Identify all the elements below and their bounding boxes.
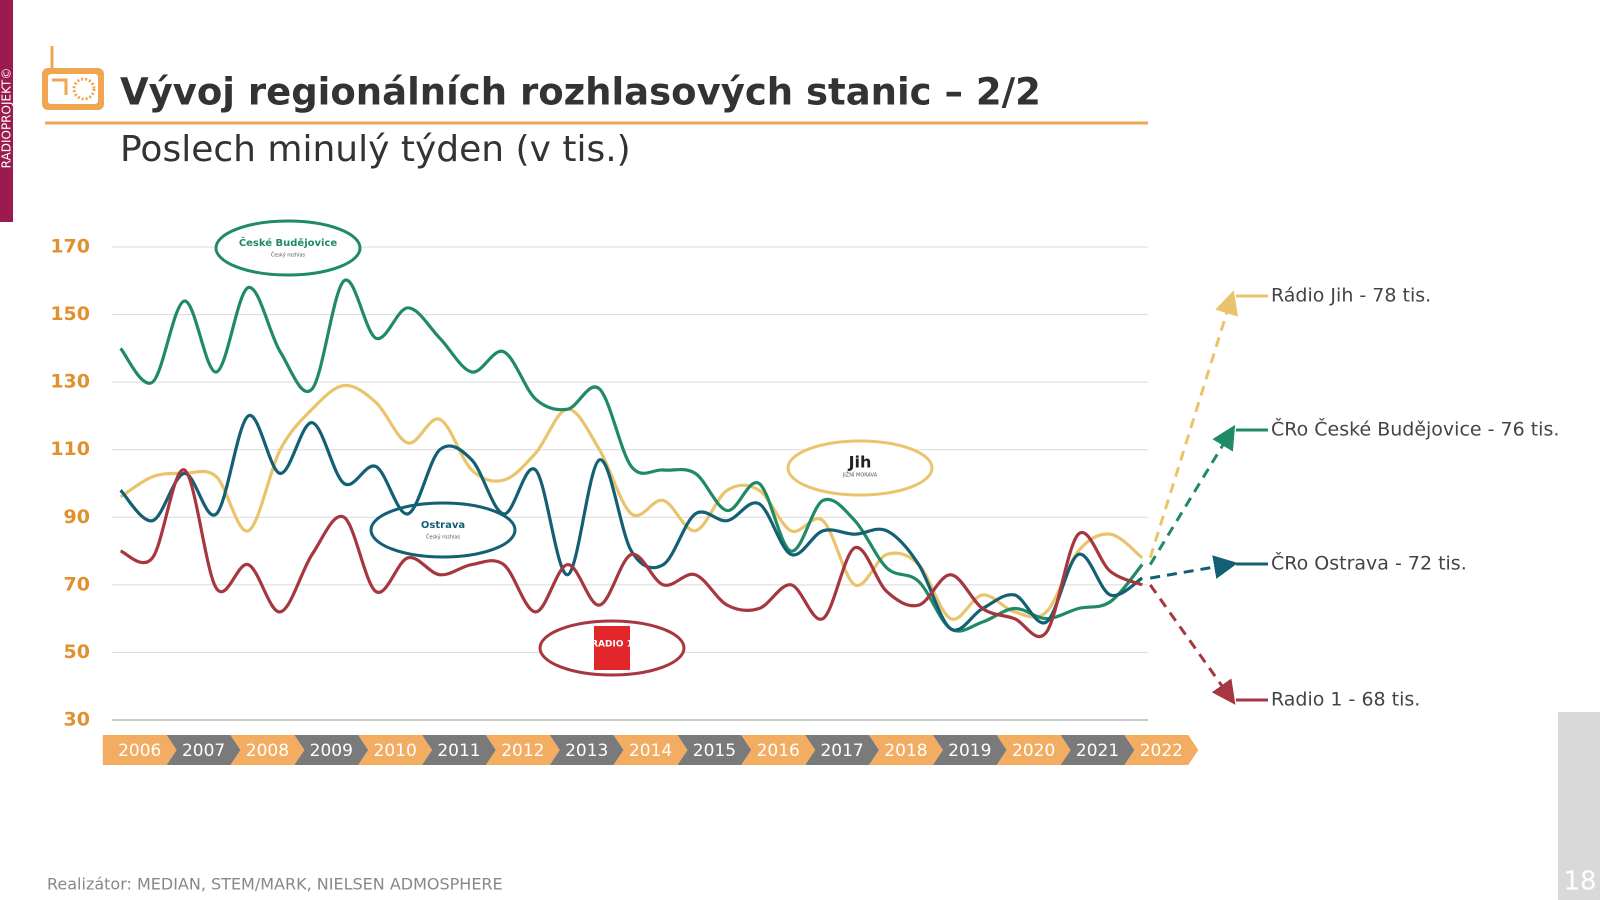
radio-icon (42, 46, 104, 110)
footer: Realizátor: MEDIAN, STEM/MARK, NIELSEN A… (47, 875, 503, 894)
projection-arrow (1148, 583, 1236, 705)
y-tick-label: 30 (64, 709, 90, 731)
logo-ellipse (786, 439, 934, 497)
projection-arrow (1148, 424, 1236, 566)
projection-arrow (1148, 290, 1239, 559)
x-tick-chevron (613, 735, 688, 765)
x-tick-label: 2017 (820, 741, 863, 761)
y-tick-label: 170 (50, 236, 90, 258)
x-tick-chevron (358, 735, 433, 765)
x-tick-chevron (1060, 735, 1135, 765)
title: Vývoj regionálních rozhlasových stanic –… (120, 71, 1041, 114)
logo-text: Jih (848, 453, 872, 472)
x-tick-label: 2019 (948, 741, 991, 761)
x-tick-label: 2016 (757, 741, 800, 761)
x-tick-label: 2013 (565, 741, 608, 761)
x-tick-chevron (677, 735, 752, 765)
x-tick-chevron (805, 735, 880, 765)
x-tick-chevron (996, 735, 1071, 765)
x-tick-label: 2020 (1012, 741, 1055, 761)
logo-text: Ostrava (421, 520, 465, 531)
logo-subtext: JIŽNÍ MORAVA (842, 471, 878, 479)
x-tick-chevron (1124, 735, 1199, 765)
x-tick-label: 2021 (1076, 741, 1119, 761)
x-tick-chevron (102, 735, 177, 765)
x-tick-label: 2011 (437, 741, 480, 761)
logo-subtext: Český rozhlas (271, 252, 306, 259)
logo-subtext: Český rozhlas (426, 534, 461, 541)
x-tick-label: 2010 (374, 741, 417, 761)
x-tick-label: 2012 (501, 741, 544, 761)
series-line (119, 278, 1144, 633)
x-tick-chevron (166, 735, 241, 765)
legend-label: ČRo Ostrava - 72 tis. (1271, 551, 1467, 575)
x-tick-chevron (422, 735, 496, 765)
x-tick-label: 2008 (246, 741, 289, 761)
logo-ellipse (214, 219, 362, 277)
legend-label: ČRo České Budějovice - 76 tis. (1271, 417, 1559, 441)
logo-text: České Budějovice (239, 236, 338, 249)
y-tick-label: 110 (50, 438, 90, 460)
x-tick-label: 2007 (182, 741, 225, 761)
x-tick-label: 2015 (693, 741, 736, 761)
y-tick-label: 50 (64, 641, 90, 663)
x-tick-chevron (230, 735, 305, 765)
x-tick-chevron (932, 735, 1007, 765)
x-tick-chevron (485, 735, 560, 765)
brand: RADIOPROJEKT© (0, 68, 14, 169)
x-tick-label: 2022 (1140, 741, 1183, 761)
page-tab (1558, 712, 1600, 900)
logo-ellipse (369, 501, 517, 559)
x-tick-label: 2018 (884, 741, 927, 761)
legend-label: Radio 1 - 68 tis. (1271, 689, 1420, 711)
x-tick-label: 2014 (629, 741, 672, 761)
x-tick-chevron (869, 735, 943, 765)
x-tick-chevron (549, 735, 624, 765)
series-line (119, 468, 1143, 639)
subtitle: Poslech minulý týden (v tis.) (120, 129, 631, 170)
brand-bar (0, 0, 13, 222)
series-line (119, 383, 1144, 621)
logo-badge (594, 626, 630, 670)
y-tick-label: 150 (50, 303, 90, 325)
projection-arrow (1149, 555, 1238, 580)
y-tick-label: 90 (64, 506, 90, 528)
logo-text: RADIO 1 (591, 640, 633, 650)
y-tick-label: 70 (64, 573, 90, 595)
y-tick-label: 130 (50, 371, 90, 393)
x-tick-label: 2009 (310, 741, 353, 761)
x-tick-label: 2006 (118, 741, 161, 761)
page-number: 18 (1563, 867, 1596, 897)
series-line (119, 414, 1144, 632)
legend-label: Rádio Jih - 78 tis. (1271, 285, 1431, 307)
x-tick-chevron (294, 735, 369, 765)
x-tick-chevron (741, 735, 816, 765)
